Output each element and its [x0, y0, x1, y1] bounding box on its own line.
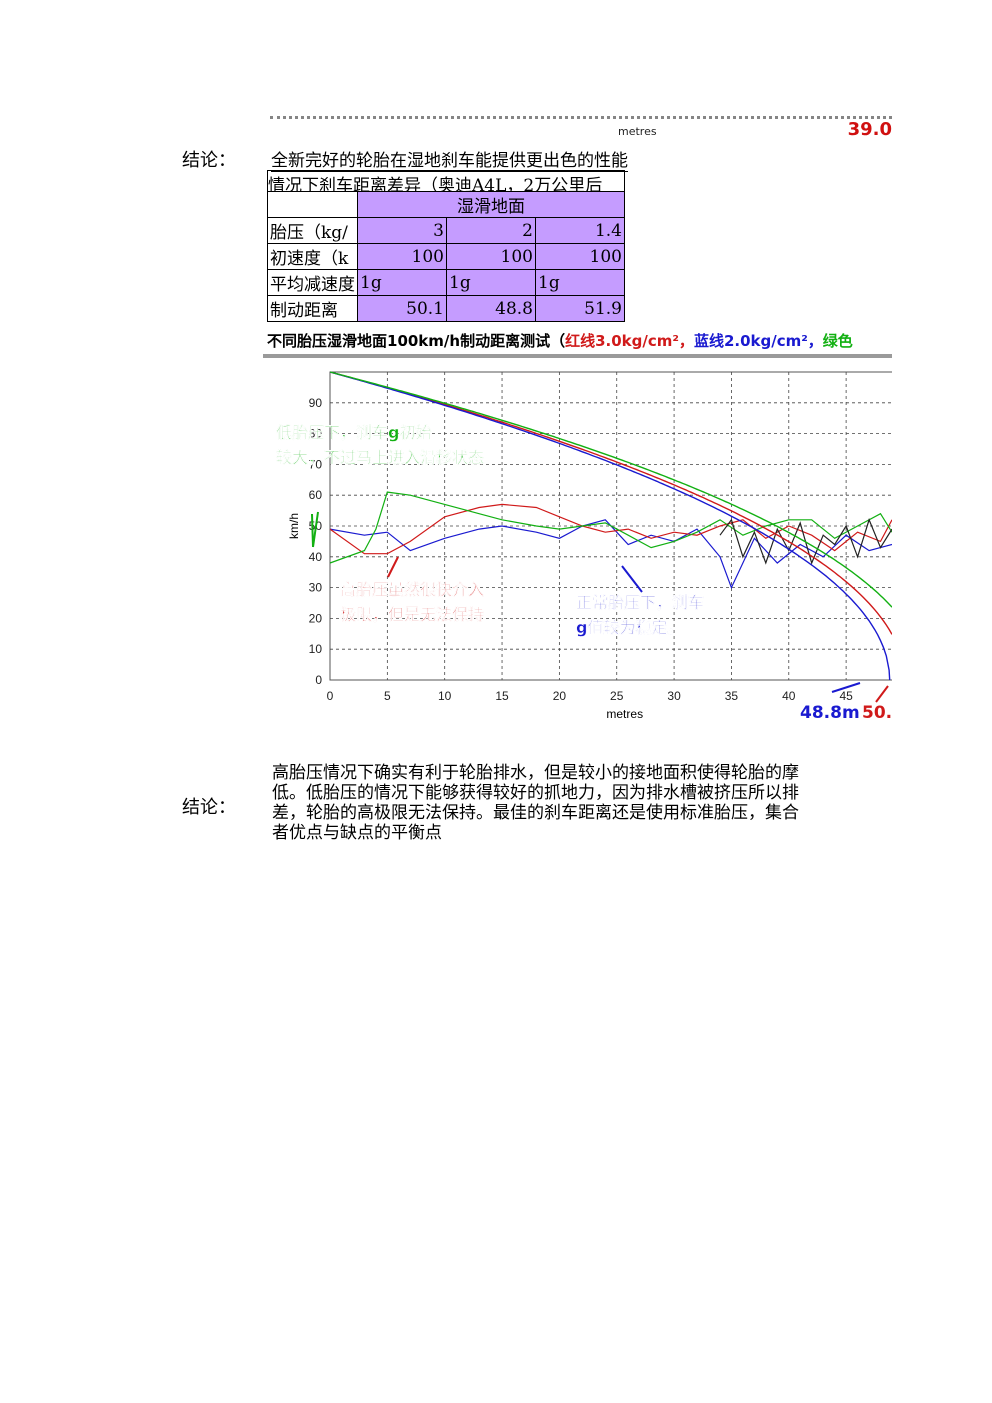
- end-distance-arrow: [875, 685, 889, 703]
- table-header-blank: [267, 191, 358, 218]
- chart-title-red: 红线3.0kg/cm²，: [565, 332, 694, 350]
- x-tick-label: 5: [384, 689, 391, 703]
- annotation-text: 高胎压虽然很快介入: [340, 580, 484, 599]
- y-tick-label: 10: [309, 642, 323, 656]
- previous-chart-distance-label: 39.0: [847, 119, 892, 140]
- conclusion-line: 差，轮胎的高极限无法保持。最佳的刹车距离还是使用标准胎压，集合: [272, 803, 799, 823]
- chart-container: 0510152025303540450102030405060708090km/…: [270, 362, 892, 732]
- chart-title-underline: [263, 354, 892, 358]
- x-tick-label: 15: [495, 689, 509, 703]
- y-tick-label: 70: [309, 457, 323, 471]
- table-title: 情况下刹车距离差异（奥迪A4L，2万公里后: [267, 170, 625, 193]
- table-header-row: 湿滑地面: [267, 191, 625, 218]
- end-distance-label: 50.: [862, 703, 892, 723]
- previous-chart-axis-marks: [270, 116, 892, 125]
- previous-chart-fragment: metres 39.0: [270, 116, 892, 142]
- chart-title-prefix: 不同胎压湿滑地面100km/h制动距离测试（: [267, 332, 566, 350]
- conclusion-text-2: 高胎压情况下确实有利于轮胎排水，但是较小的接地面积使得轮胎的摩 低。低胎压的情况…: [272, 763, 892, 843]
- row-label: 平均减速度: [267, 269, 358, 296]
- annotation-text: 极限，但是无法保持: [340, 605, 484, 624]
- conclusion-label-1: 结论：: [182, 150, 236, 171]
- chart-title-blue: 蓝线2.0kg/cm²，: [693, 332, 823, 350]
- braking-table: 湿滑地面 胎压（kg/ 3 2 1.4 初速度（k 100 100 100 平均…: [267, 191, 625, 322]
- chart-title: 不同胎压湿滑地面100km/h制动距离测试（红线3.0kg/cm²，蓝线2.0k…: [267, 330, 891, 352]
- x-tick-label: 45: [839, 689, 853, 703]
- x-tick-label: 30: [667, 689, 681, 703]
- annotation-arrow: [387, 556, 399, 578]
- speed-curve-green: [329, 371, 892, 608]
- annotation-text: 低胎压下，刹车g初始: [275, 423, 431, 442]
- table-header-wet-surface: 湿滑地面: [357, 191, 625, 218]
- x-tick-label: 25: [610, 689, 624, 703]
- conclusion-line: 高胎压情况下确实有利于轮胎排水，但是较小的接地面积使得轮胎的摩: [272, 763, 799, 783]
- decel-line-red: [329, 503, 892, 555]
- decel-line-green: [329, 491, 892, 564]
- table-row: 初速度（k 100 100 100: [267, 243, 625, 270]
- cell-value: 1g: [357, 269, 447, 296]
- cell-value: 51.9: [535, 295, 625, 322]
- x-axis-label: metres: [606, 707, 643, 721]
- table-row: 制动距离 50.1 48.8 51.9: [267, 295, 625, 322]
- cell-value: 3: [357, 217, 447, 244]
- conclusion-label-2: 结论：: [182, 797, 236, 818]
- row-label: 制动距离: [267, 295, 358, 322]
- cell-value: 100: [446, 243, 536, 270]
- x-tick-label: 0: [327, 689, 334, 703]
- table-row: 胎压（kg/ 3 2 1.4: [267, 217, 625, 244]
- y-tick-label: 0: [315, 673, 322, 687]
- row-label: 胎压（kg/: [267, 217, 358, 244]
- decel-line-blue: [329, 519, 892, 590]
- conclusion-line: 低。低胎压的情况下能够获得较好的抓地力，因为排水槽被挤压所以排: [272, 783, 799, 803]
- cell-value: 1g: [535, 269, 625, 296]
- x-tick-label: 35: [725, 689, 739, 703]
- end-distance-arrow: [831, 682, 861, 693]
- speed-curve-blue: [329, 371, 891, 681]
- y-tick-label: 60: [309, 488, 323, 502]
- cell-value: 50.1: [357, 295, 447, 322]
- annotation-text: g值较为稳定。: [576, 618, 683, 637]
- row-label: 初速度（k: [267, 243, 358, 270]
- y-axis-label: km/h: [287, 513, 301, 539]
- annotation-text: 较大，不过马上进入滑移状态: [276, 448, 484, 467]
- cell-value: 1.4: [535, 217, 625, 244]
- table-row: 平均减速度 1g 1g 1g: [267, 269, 625, 296]
- y-tick-label: 20: [309, 611, 323, 625]
- chart-title-green: 绿色: [822, 332, 853, 350]
- cell-value: 1g: [446, 269, 536, 296]
- y-tick-label: 90: [309, 396, 323, 410]
- x-tick-label: 10: [438, 689, 452, 703]
- annotation-text: 正常胎压下，刹车: [576, 593, 704, 612]
- x-tick-label: 20: [553, 689, 567, 703]
- y-tick-label: 80: [309, 427, 323, 441]
- braking-chart: 0510152025303540450102030405060708090km/…: [275, 371, 892, 723]
- y-tick-label: 40: [309, 550, 323, 564]
- x-tick-label: 40: [782, 689, 796, 703]
- annotation-arrow: [312, 511, 319, 548]
- cell-value: 100: [535, 243, 625, 270]
- y-tick-label: 30: [309, 581, 323, 595]
- decel-line-dark: [719, 518, 892, 565]
- annotation-arrow: [621, 565, 643, 593]
- cell-value: 48.8: [446, 295, 536, 322]
- end-distance-label: 48.8m: [800, 703, 860, 723]
- cell-value: 100: [357, 243, 447, 270]
- conclusion-line: 者优点与缺点的平衡点: [272, 823, 442, 843]
- conclusion-text-1: 全新完好的轮胎在湿地刹车能提供更出色的性能: [271, 146, 628, 172]
- previous-chart-xlabel: metres: [618, 125, 657, 138]
- cell-value: 2: [446, 217, 536, 244]
